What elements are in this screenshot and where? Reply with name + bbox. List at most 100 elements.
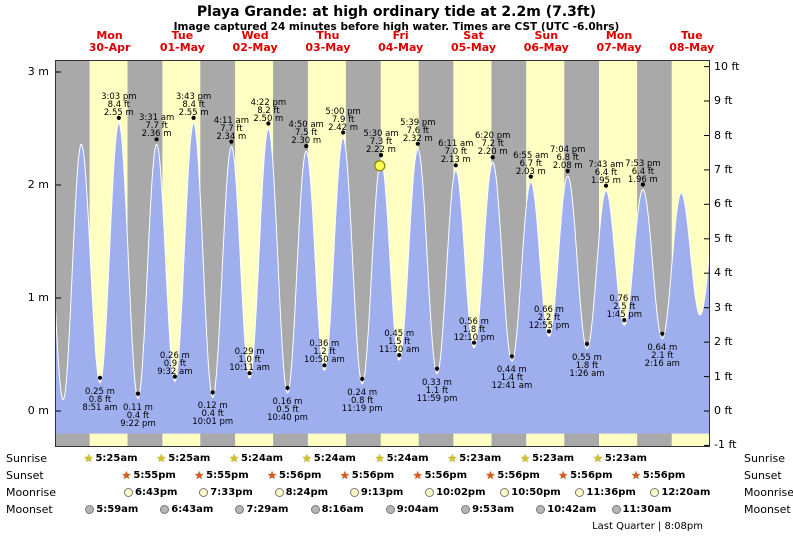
tide-extreme-dot	[229, 139, 234, 144]
moonset-event: 5:59am	[85, 503, 138, 516]
sunrise-event: ★ 5:24am	[375, 452, 429, 465]
sunset-event: ★ 5:56pm	[631, 469, 685, 482]
sunrise-icon: ★	[374, 452, 385, 465]
sunrise-time: 5:24am	[386, 453, 429, 464]
moonset-icon	[235, 505, 245, 514]
moonset-event: 11:30am	[611, 503, 672, 516]
sunset-time: 5:56pm	[570, 470, 613, 481]
moonrise-time: 8:24pm	[285, 487, 329, 498]
tide-extreme-dot	[640, 182, 646, 187]
right-axis-label: 9 ft	[714, 94, 733, 107]
sunrise-time: 5:23am	[459, 453, 502, 464]
day-date: 01-May	[159, 41, 205, 54]
tide-extreme-dot	[247, 371, 252, 376]
moonrise-event: 6:43pm	[124, 486, 177, 499]
right-axis-label: 2 ft	[714, 335, 733, 349]
page-title: Playa Grande: at high ordinary tide at 2…	[196, 4, 597, 20]
right-axis-label: 7 ft	[714, 162, 733, 176]
sunrise-time: 5:24am	[313, 453, 356, 464]
moonset-time: 11:30am	[622, 504, 672, 515]
sunrise-event: ★ 5:24am	[229, 452, 283, 465]
sunrise-time: 5:23am	[604, 453, 647, 464]
day-date: 07-May	[596, 41, 642, 54]
tide-extreme-dot	[584, 341, 590, 346]
moonrise-event: 11:36pm	[575, 486, 636, 499]
moonrise-time: 10:02pm	[436, 487, 486, 498]
tide-extreme-dot	[415, 141, 420, 146]
tide-extreme-dot	[546, 329, 552, 334]
tide-extreme-dot	[210, 390, 215, 395]
tide-extreme-dot	[509, 354, 514, 359]
sunrise-event: ★ 5:24am	[302, 452, 356, 465]
sunset-event: ★ 5:56pm	[558, 469, 612, 482]
sunset-event: ★ 5:55pm	[122, 469, 176, 482]
day-label: Tue 01-May	[160, 30, 205, 54]
sunset-event: ★ 5:56pm	[267, 469, 321, 482]
day-label: Thu 03-May	[305, 30, 350, 54]
moonset-time: 5:59am	[96, 504, 139, 515]
sunset-time: 5:56pm	[424, 470, 468, 481]
tide-extreme-dot	[603, 183, 609, 188]
tide-extreme-dot	[397, 353, 402, 358]
sunset-icon: ★	[631, 469, 641, 482]
sunrise-icon: ★	[229, 452, 239, 465]
tide-plot	[55, 60, 710, 447]
sunset-icon: ★	[339, 469, 350, 482]
moonrise-event: 9:13pm	[349, 486, 404, 499]
sunrise-event: ★ 5:25am	[156, 452, 210, 465]
sunrise-icon: ★	[447, 452, 458, 465]
day-date: 08-May	[669, 41, 715, 54]
moonrise-icon	[199, 488, 209, 497]
sunset-icon: ★	[194, 469, 205, 482]
sunset-time: 5:56pm	[278, 470, 322, 481]
tide-plot-svg	[55, 60, 710, 447]
tide-extreme-dot	[341, 130, 346, 135]
moonrise-time: 9:13pm	[360, 487, 404, 498]
sunrise-event: ★ 5:23am	[520, 452, 574, 465]
moonrise-event: 8:24pm	[274, 486, 329, 499]
tide-extreme-dot	[172, 374, 177, 379]
moonset-event: 6:43am	[160, 503, 213, 516]
day-label: Tue 08-May	[669, 30, 714, 54]
day-date: 03-May	[305, 41, 351, 54]
moonrise-icon	[349, 488, 359, 497]
tide-extreme-dot	[97, 375, 103, 380]
day-label: Mon 07-May	[596, 30, 641, 54]
day-label: Fri 04-May	[378, 30, 423, 54]
sunrise-time: 5:24am	[240, 453, 284, 464]
right-axis-label: 6 ft	[714, 197, 733, 211]
astro-row-label-sunset-left: Sunset	[6, 469, 44, 482]
day-label: Mon 30-Apr	[89, 30, 131, 54]
tide-extreme-dot	[304, 144, 309, 149]
right-axis-label: 10 ft	[714, 59, 740, 73]
moonset-icon	[85, 505, 95, 514]
day-date: 02-May	[232, 41, 278, 54]
sunrise-event: ★ 5:25am	[84, 452, 138, 465]
sunset-time: 5:56pm	[642, 470, 686, 481]
sunrise-time: 5:23am	[532, 453, 575, 464]
moonrise-time: 12:20am	[661, 487, 711, 498]
plot-border	[55, 60, 710, 447]
moonrise-event: 10:02pm	[425, 486, 486, 499]
sunrise-icon: ★	[520, 452, 531, 465]
moonrise-time: 11:36pm	[586, 487, 636, 498]
right-axis-label: 1 ft	[714, 369, 733, 383]
tide-extreme-dot	[565, 168, 570, 174]
tide-extreme-dot	[266, 121, 271, 126]
right-axis-label: 5 ft	[714, 231, 733, 245]
sunrise-icon: ★	[301, 452, 312, 465]
astro-row-label-sunrise-left: Sunrise	[6, 452, 48, 465]
right-axis-label: 0 ft	[714, 404, 733, 417]
tide-extreme-dot	[434, 366, 440, 371]
moonrise-time: 10:50pm	[511, 487, 561, 498]
left-axis-label: 2 m	[27, 178, 49, 191]
tide-extreme-dot	[322, 363, 327, 368]
moonset-icon	[611, 505, 621, 514]
tide-extreme-dot	[622, 318, 627, 323]
left-axis-label: 3 m	[27, 65, 49, 78]
tide-extreme-dot	[116, 115, 121, 120]
tide-area	[55, 122, 710, 434]
sunrise-icon: ★	[156, 452, 167, 465]
right-axis-label: 4 ft	[714, 266, 733, 280]
day-date: 05-May	[450, 41, 497, 54]
